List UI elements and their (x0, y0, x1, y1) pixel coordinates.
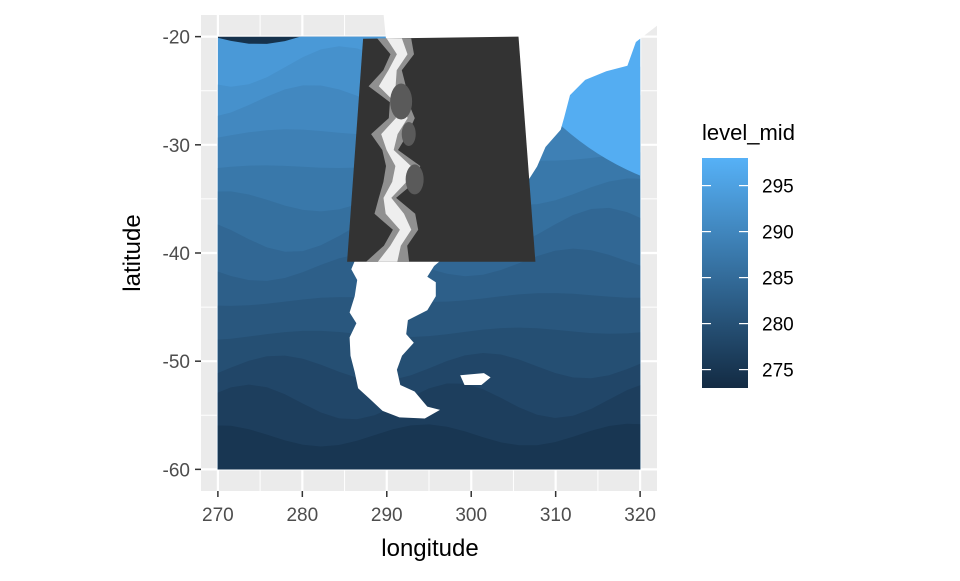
legend-tick-label: 280 (762, 315, 794, 336)
elevation-patch (401, 122, 416, 146)
elevation-patch (390, 83, 413, 120)
temperature-band (217, 423, 641, 470)
y-axis-label: latitude (119, 214, 146, 291)
y-tick-label: -50 (163, 352, 190, 373)
legend-tick-label: 285 (762, 269, 794, 290)
andes-ridge-peak (377, 38, 412, 262)
x-axis: 270 280 290 300 310 320 (202, 491, 656, 526)
legend-colorbar (702, 158, 748, 388)
y-tick-label: -40 (163, 244, 190, 265)
x-tick-label: 280 (286, 505, 318, 526)
elevation-overlay (347, 36, 536, 262)
x-tick-label: 310 (540, 505, 572, 526)
falkland-islands (460, 373, 491, 385)
x-tick-label: 270 (202, 505, 234, 526)
y-tick-label: -20 (163, 28, 190, 49)
legend-tick-label: 275 (762, 361, 794, 382)
legend-tick-label: 295 (762, 177, 794, 198)
x-axis-label: longitude (381, 535, 478, 562)
legend-title: level_mid (702, 120, 795, 145)
y-tick-label: -60 (163, 460, 190, 481)
y-tick-label: -30 (163, 136, 190, 157)
overlay-raster (347, 36, 536, 262)
legend-tick-label: 290 (762, 223, 794, 244)
x-tick-label: 300 (455, 505, 487, 526)
legend: level_mid 295 290 285 280 275 (702, 120, 795, 388)
legend-ticks: 295 290 285 280 275 (702, 177, 794, 382)
elevation-patch (405, 164, 424, 195)
x-tick-label: 290 (371, 505, 403, 526)
y-axis: -20 -30 -40 -50 -60 (163, 28, 201, 481)
x-tick-label: 320 (624, 505, 656, 526)
